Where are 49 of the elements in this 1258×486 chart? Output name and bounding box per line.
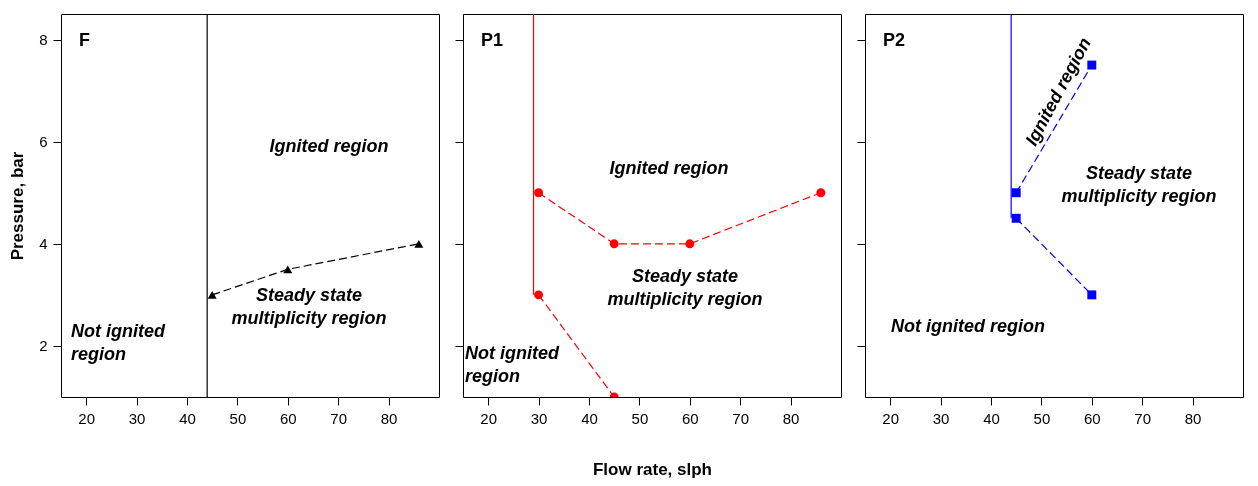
point [207,290,217,299]
y-tick-label: 4 [39,235,48,253]
y-tick-label: 8 [39,31,48,49]
x-tick-label: 70 [1134,409,1152,427]
x-tick-label: 20 [78,409,96,427]
point [1087,290,1097,300]
x-tick-label: 30 [932,409,950,427]
point [816,188,826,198]
x-tick-label: 30 [128,409,146,427]
text: P1 [481,30,504,50]
x-tick-label: 50 [1033,409,1051,427]
point [1011,188,1021,198]
annotation: Not ignited region [71,321,166,364]
x-tick-label: 20 [480,409,498,427]
x-axis-title: Flow rate, slph [592,459,713,479]
x-tick-label: 70 [330,409,348,427]
x-tick-label: 80 [380,409,398,427]
point [534,188,544,198]
y-axis-title: Pressure, bar [8,151,28,261]
y-tick-label: 2 [39,337,48,355]
x-tick-label: 80 [782,409,800,427]
x-tick-label: 70 [732,409,750,427]
x-tick-label: 60 [1083,409,1101,427]
x-tick-label: 40 [179,409,196,427]
x-tick-label: 60 [279,409,297,427]
point [1011,213,1021,223]
annotation: Not ignited region [891,316,1045,336]
x-tick-label: 80 [1184,409,1202,427]
y-tick-label: 6 [39,133,48,151]
annotation: Steady state multiplicity region [1061,163,1217,206]
annotation: Steady state multiplicity region [607,266,763,309]
x-tick-label: 60 [681,409,699,427]
point [685,239,695,249]
annotation: Steady state multiplicity region [231,285,387,328]
annotation: Not ignited region [465,343,560,386]
point [609,239,619,249]
x-tick-label: 40 [983,409,1000,427]
x-tick-label: 50 [229,409,247,427]
x-tick-label: 30 [530,409,548,427]
annotation: Ignited region [269,136,389,156]
x-tick-label: 50 [631,409,649,427]
point [283,265,293,274]
x-tick-label: 40 [581,409,598,427]
x-tick-label: 20 [882,409,900,427]
point [414,239,424,248]
text: P2 [883,30,906,50]
point [534,290,544,300]
text: F [79,30,90,50]
annotation: Ignited region [609,158,729,178]
